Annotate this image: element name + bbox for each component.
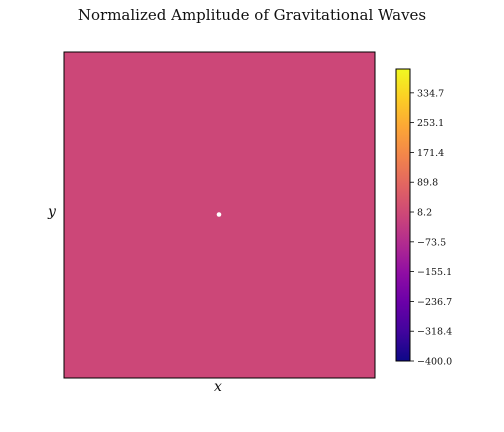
colorbar-tick-label: −73.5 xyxy=(417,237,446,248)
colorbar-tick-label: 89.8 xyxy=(417,178,438,189)
y-axis-label: y xyxy=(42,204,62,220)
colorbar-tick-label: −318.4 xyxy=(417,327,452,338)
colorbar-tick-label: 334.7 xyxy=(417,88,444,99)
heatmap-peak-point xyxy=(217,212,222,217)
colorbar xyxy=(396,69,410,361)
colorbar-tick-label: 253.1 xyxy=(417,118,444,129)
colorbar-tick-label: 171.4 xyxy=(417,148,444,159)
x-axis-label: x xyxy=(208,379,228,395)
colorbar-tick-label: −236.7 xyxy=(417,297,452,308)
colorbar-tick-label: −400.0 xyxy=(417,357,452,368)
colorbar-tick-label: 8.2 xyxy=(417,208,432,219)
colorbar-ticks: 334.7 253.1 171.4 89.8 8.2 −73.5 −155.1 −236.7 −… xyxy=(410,88,452,367)
colorbar-tick-label: −155.1 xyxy=(417,267,452,278)
